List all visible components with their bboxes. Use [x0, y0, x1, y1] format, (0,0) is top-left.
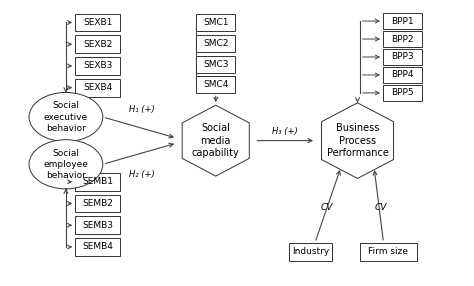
FancyBboxPatch shape [360, 243, 417, 261]
FancyBboxPatch shape [383, 31, 422, 47]
Text: SMC3: SMC3 [203, 59, 228, 69]
Text: SMC2: SMC2 [203, 39, 228, 48]
FancyBboxPatch shape [196, 35, 235, 52]
FancyBboxPatch shape [196, 76, 235, 93]
Text: SEXB2: SEXB2 [83, 40, 112, 49]
Ellipse shape [29, 92, 103, 142]
Text: Business
Process
Performance: Business Process Performance [327, 123, 389, 158]
Text: BPP4: BPP4 [391, 70, 414, 80]
Text: SEMB4: SEMB4 [82, 243, 113, 251]
Text: BPP2: BPP2 [391, 35, 414, 43]
Text: CV: CV [375, 202, 387, 212]
Text: Social
employee
behavior: Social employee behavior [44, 149, 88, 180]
Text: BPP5: BPP5 [391, 88, 414, 98]
Text: CV: CV [320, 202, 333, 212]
Polygon shape [182, 105, 249, 176]
Polygon shape [321, 103, 393, 178]
Text: BPP3: BPP3 [391, 53, 414, 61]
Text: SMC1: SMC1 [203, 18, 228, 27]
FancyBboxPatch shape [75, 173, 120, 191]
Text: Social
executive
behavior: Social executive behavior [44, 102, 88, 133]
Text: Industry: Industry [292, 247, 329, 256]
Text: SEMB1: SEMB1 [82, 177, 113, 186]
FancyBboxPatch shape [289, 243, 331, 261]
Text: H₃ (+): H₃ (+) [273, 127, 298, 136]
FancyBboxPatch shape [75, 238, 120, 256]
Text: Social
media
capability: Social media capability [192, 123, 240, 158]
FancyBboxPatch shape [75, 35, 120, 53]
Text: SMC4: SMC4 [203, 80, 228, 89]
FancyBboxPatch shape [196, 14, 235, 31]
Text: SEMB2: SEMB2 [82, 199, 113, 208]
Ellipse shape [29, 140, 103, 189]
FancyBboxPatch shape [196, 55, 235, 73]
Text: H₁ (+): H₁ (+) [129, 105, 155, 114]
Text: BPP1: BPP1 [391, 17, 414, 25]
Text: SEMB3: SEMB3 [82, 221, 113, 230]
FancyBboxPatch shape [75, 79, 120, 97]
Text: SEXB3: SEXB3 [83, 61, 112, 70]
FancyBboxPatch shape [75, 13, 120, 31]
Text: SEXB4: SEXB4 [83, 83, 112, 92]
FancyBboxPatch shape [383, 13, 422, 29]
FancyBboxPatch shape [383, 49, 422, 65]
Text: H₂ (+): H₂ (+) [129, 170, 155, 179]
FancyBboxPatch shape [75, 57, 120, 75]
Text: Firm size: Firm size [368, 247, 408, 256]
Text: SEXB1: SEXB1 [83, 18, 112, 27]
FancyBboxPatch shape [75, 194, 120, 212]
FancyBboxPatch shape [383, 67, 422, 83]
FancyBboxPatch shape [75, 216, 120, 234]
FancyBboxPatch shape [383, 85, 422, 101]
